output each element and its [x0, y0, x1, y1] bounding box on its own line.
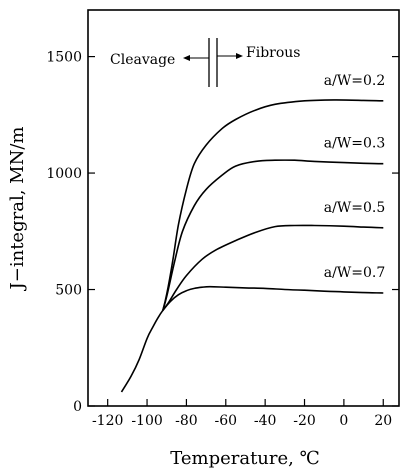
series-line-common	[120, 310, 164, 393]
x-tick-label: -40	[254, 413, 277, 429]
series-labels: a/W=0.2 a/W=0.3 a/W=0.5 a/W=0.7	[324, 73, 385, 281]
ticks: -120 -100 -80 -60 -40 -20 0 20 0 500 1000 1500	[46, 50, 399, 429]
fibrous-arrowhead	[236, 53, 243, 59]
series-line-2	[162, 159, 384, 311]
series-label-3: a/W=0.5	[324, 200, 385, 216]
y-tick-label: 1000	[46, 166, 82, 182]
series-line-1	[162, 99, 384, 311]
y-tick-label: 500	[55, 283, 82, 299]
series-line-4	[162, 285, 384, 312]
x-tick-label: -100	[131, 413, 162, 429]
series-label-4: a/W=0.7	[324, 265, 385, 281]
cleavage-arrowhead	[183, 55, 190, 61]
y-tick-label: 0	[73, 399, 82, 415]
curves	[120, 99, 384, 393]
x-tick-label: -80	[175, 413, 198, 429]
fibrous-label: Fibrous	[246, 45, 300, 61]
series-label-2: a/W=0.3	[324, 136, 385, 152]
series-label-1: a/W=0.2	[324, 73, 385, 89]
y-axis-label: J−integral, MN/m	[7, 127, 28, 292]
series-line-3	[162, 224, 384, 311]
x-tick-label: 20	[374, 413, 392, 429]
x-tick-label: 0	[339, 413, 348, 429]
x-tick-label: -60	[215, 413, 238, 429]
transition-annotation: Cleavage Fibrous	[110, 38, 300, 87]
x-axis-label: Temperature, ℃	[170, 448, 320, 469]
cleavage-label: Cleavage	[110, 52, 175, 68]
x-tick-label: -120	[92, 413, 123, 429]
x-tick-label: -20	[293, 413, 316, 429]
y-tick-label: 1500	[46, 50, 82, 66]
plot-frame	[87, 9, 400, 407]
